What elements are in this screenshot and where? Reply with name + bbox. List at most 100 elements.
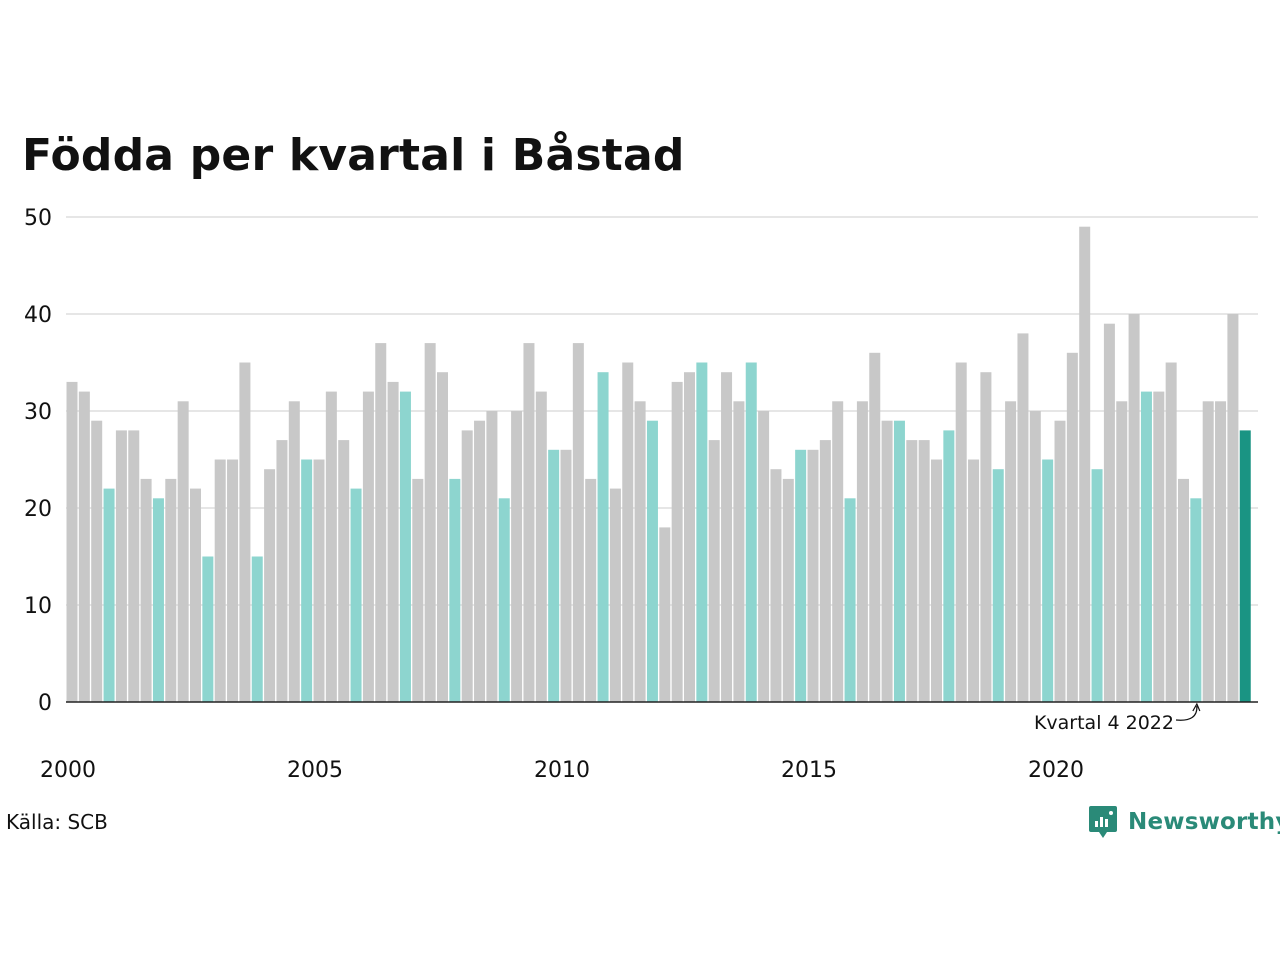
bar (1165, 362, 1177, 702)
brand-logo: Newsworthy (1088, 804, 1280, 840)
bar (474, 420, 486, 702)
bar (733, 401, 745, 702)
bar (795, 449, 807, 702)
bar (721, 372, 733, 702)
bar (968, 459, 980, 702)
bar (931, 459, 942, 702)
bar (437, 372, 448, 702)
bar (140, 478, 152, 702)
y-tick-label: 0 (38, 691, 52, 716)
bar (1091, 469, 1103, 702)
bar (115, 430, 127, 702)
bar (992, 469, 1004, 702)
y-axis-labels: 0 10 20 30 40 50 (24, 206, 52, 716)
bar (165, 478, 177, 702)
newsworthy-logo-icon (1089, 806, 1117, 838)
bar (708, 440, 720, 702)
bar (301, 459, 313, 702)
bar (671, 381, 683, 702)
bar (548, 449, 560, 702)
bar (1215, 401, 1227, 702)
bar (66, 381, 78, 702)
bar (1017, 333, 1029, 702)
bar (572, 343, 584, 702)
bar (1042, 459, 1054, 702)
bars (66, 226, 1251, 702)
x-tick-label: 2015 (781, 758, 837, 783)
bar (78, 391, 90, 702)
bar (1227, 314, 1239, 702)
bar (264, 469, 276, 702)
bar (622, 362, 634, 702)
bar (103, 488, 115, 702)
bar (214, 459, 226, 702)
x-tick-label: 2000 (40, 758, 96, 783)
bar (758, 411, 770, 702)
y-tick-label: 50 (24, 206, 52, 231)
bar (893, 420, 905, 702)
bar (832, 401, 844, 702)
bar (449, 478, 461, 702)
bar (906, 440, 918, 702)
bar (560, 449, 572, 702)
bar (807, 449, 819, 702)
bar (684, 372, 695, 702)
bar (276, 440, 288, 702)
bar (177, 401, 189, 702)
bar (918, 440, 930, 702)
x-axis-labels: 2000 2005 2010 2015 2020 (40, 758, 1084, 783)
annotation-arrow (1175, 705, 1198, 721)
bar (91, 420, 103, 702)
bar (399, 391, 411, 702)
bar (770, 469, 782, 702)
bar (251, 556, 263, 702)
bar (1178, 478, 1189, 702)
bar (1190, 498, 1202, 702)
bar (745, 362, 757, 702)
bar (881, 420, 893, 702)
bar (227, 459, 239, 702)
bar (634, 401, 646, 702)
bar (498, 498, 510, 702)
x-tick-label: 2020 (1028, 758, 1084, 783)
bar (856, 401, 868, 702)
bar (943, 430, 955, 702)
source-note: Källa: SCB (6, 810, 108, 834)
bar (461, 430, 473, 702)
bar (1128, 314, 1140, 702)
bar (819, 440, 831, 702)
bar (325, 391, 337, 702)
bar (350, 488, 362, 702)
bar-chart: 0 10 20 30 40 50 2000 2005 2010 2015 2020 Kvartal… (24, 206, 1258, 783)
bar (1029, 411, 1041, 702)
bar (782, 478, 794, 702)
bar (424, 343, 436, 702)
chart-title: Födda per kvartal i Båstad (22, 130, 685, 181)
annotation-arrowhead (1192, 702, 1201, 712)
bar (1153, 391, 1165, 702)
x-tick-label: 2005 (287, 758, 343, 783)
bar (152, 498, 164, 702)
bar (375, 343, 387, 702)
bar (190, 488, 201, 702)
bar (696, 362, 708, 702)
bar (980, 372, 992, 702)
bar (1116, 401, 1128, 702)
bar (585, 478, 597, 702)
bar (338, 440, 350, 702)
bar (486, 411, 498, 702)
bar (646, 420, 658, 702)
bar (597, 372, 609, 702)
bar (869, 352, 881, 702)
annotation: Kvartal 4 2022 (1034, 702, 1201, 734)
bar (362, 391, 374, 702)
bar (202, 556, 214, 702)
bar (1202, 401, 1214, 702)
bar (1103, 323, 1115, 702)
bar (1005, 401, 1017, 702)
y-tick-label: 40 (24, 303, 52, 328)
bar (1239, 430, 1251, 702)
y-tick-label: 10 (24, 594, 52, 619)
bar (523, 343, 535, 702)
x-tick-label: 2010 (534, 758, 590, 783)
